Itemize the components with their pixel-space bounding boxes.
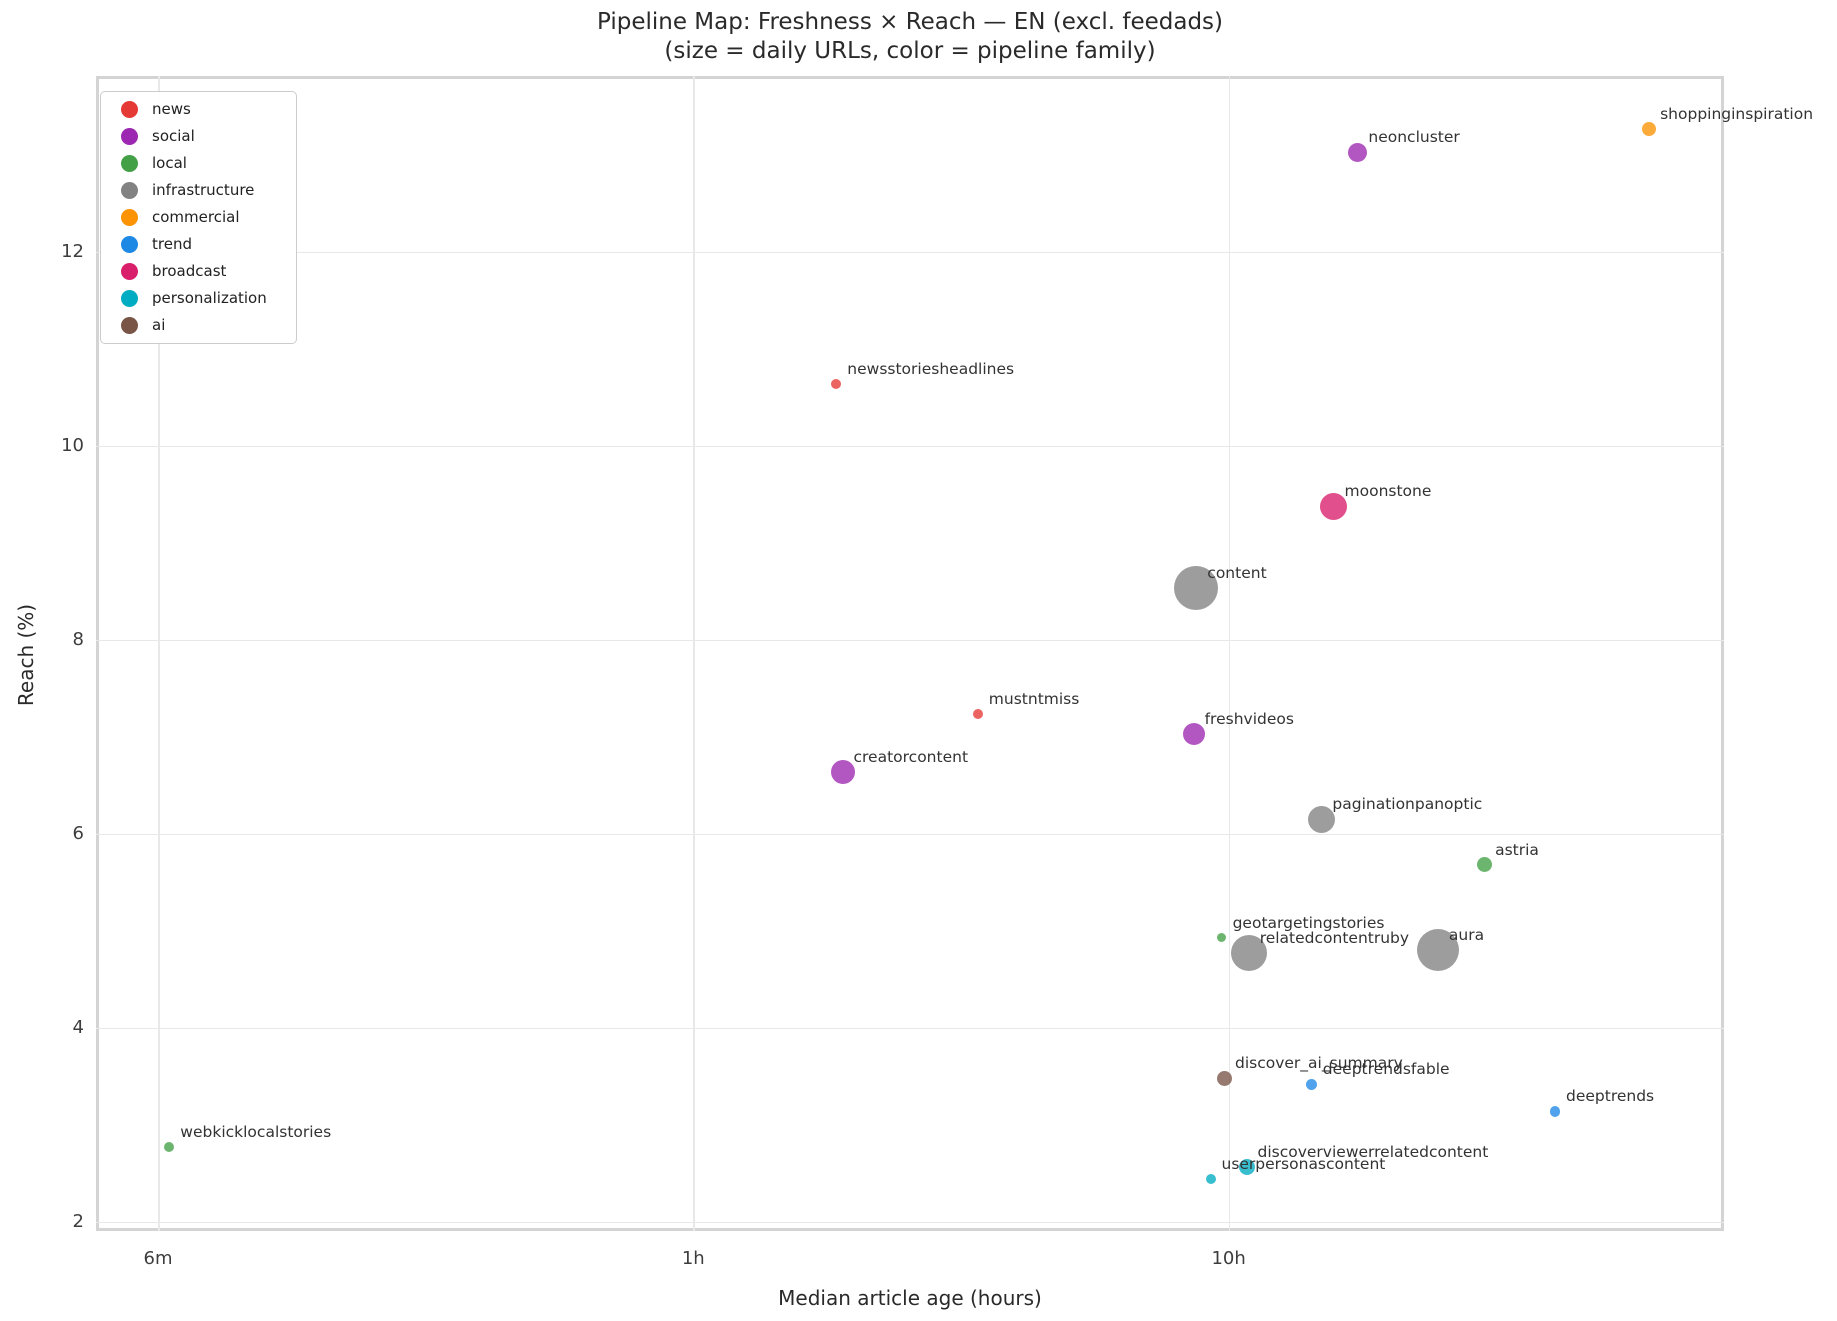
scatter-point-userpersonascontent	[1205, 1174, 1216, 1185]
point-label: neoncluster	[1368, 128, 1460, 146]
legend-swatch-icon	[121, 236, 138, 253]
legend-swatch-icon	[121, 155, 138, 172]
scatter-point-moonstone	[1320, 492, 1347, 520]
x-gridline	[158, 76, 160, 1231]
point-label: newsstoriesheadlines	[847, 359, 1015, 378]
point-label: mustntmiss	[988, 689, 1080, 708]
x-tick-label: 10h	[1211, 1248, 1246, 1269]
y-axis-label: Reach (%)	[14, 603, 38, 707]
legend-label: commercial	[152, 208, 240, 226]
y-gridline	[96, 1027, 1724, 1030]
point-label: freshvideos	[1204, 710, 1294, 728]
plot-area	[96, 76, 1724, 1231]
y-tick-label: 2	[72, 1210, 84, 1232]
legend-box: news social local infrastructure commercial t…	[100, 91, 297, 344]
legend-item-trend: trend	[101, 231, 296, 258]
point-label: astria	[1495, 840, 1539, 859]
point-label: shoppinginspiration	[1660, 104, 1814, 123]
point-label: deeptrendsfable	[1322, 1060, 1450, 1079]
point-label: webkicklocalstories	[180, 1123, 332, 1142]
legend-item-local: local	[101, 150, 296, 177]
x-axis-label: Median article age (hours)	[778, 1286, 1042, 1310]
chart-subtitle: (size = daily URLs, color = pipeline fam…	[664, 38, 1156, 64]
point-label: deeptrends	[1566, 1087, 1655, 1106]
scatter-point-creatorcontent	[830, 759, 855, 784]
legend-label: news	[152, 100, 191, 118]
scatter-point-discover_ai_summary	[1216, 1070, 1232, 1086]
y-gridline	[96, 445, 1724, 448]
x-tick-label: 1h	[681, 1248, 705, 1269]
chart-title: Pipeline Map: Freshness × Reach — EN (ex…	[596, 9, 1224, 35]
scatter-point-mustntmiss	[972, 708, 983, 719]
legend-item-commercial: commercial	[101, 204, 296, 231]
legend-label: ai	[152, 316, 166, 334]
y-gridline	[96, 833, 1724, 836]
scatter-point-webkicklocalstories	[164, 1142, 175, 1153]
scatter-point-relatedcontentruby	[1230, 935, 1267, 972]
legend-swatch-icon	[121, 128, 138, 145]
scatter-point-content	[1174, 565, 1219, 610]
scatter-point-aura	[1416, 929, 1459, 972]
scatter-point-deeptrendsfable	[1306, 1078, 1318, 1090]
legend-swatch-icon	[121, 101, 138, 118]
scatter-point-paginationpanoptic	[1307, 805, 1335, 833]
legend-item-infrastructure: infrastructure	[101, 177, 296, 204]
point-label: relatedcontentruby	[1259, 929, 1410, 948]
scatter-point-discoverviewerrelatedcontent	[1238, 1158, 1255, 1175]
legend-swatch-icon	[121, 209, 138, 226]
legend-swatch-icon	[121, 182, 138, 199]
scatter-point-freshvideos	[1182, 723, 1205, 745]
legend-item-news: news	[101, 96, 296, 123]
legend-swatch-icon	[121, 317, 138, 334]
x-tick-label: 6m	[143, 1248, 173, 1269]
point-label: discoverviewerrelatedcontent	[1257, 1142, 1489, 1161]
point-label: moonstone	[1344, 482, 1432, 501]
point-label: geotargetingstories	[1232, 913, 1385, 932]
legend-label: social	[152, 127, 195, 145]
y-gridline	[96, 1221, 1724, 1224]
y-gridline	[96, 251, 1724, 254]
y-tick-label: 4	[72, 1016, 84, 1038]
chart-title-block: Pipeline Map: Freshness × Reach — EN (ex…	[96, 8, 1724, 66]
x-gridline	[693, 76, 695, 1231]
legend-item-social: social	[101, 123, 296, 150]
y-gridline	[96, 639, 1724, 642]
legend-label: local	[152, 154, 187, 172]
legend-label: broadcast	[152, 262, 227, 280]
legend-item-broadcast: broadcast	[101, 258, 296, 285]
scatter-point-deeptrends	[1549, 1106, 1561, 1117]
y-tick-label: 10	[61, 434, 84, 456]
legend-label: trend	[152, 235, 192, 253]
y-tick-label: 8	[72, 628, 84, 650]
point-label: discover_ai_summary	[1235, 1054, 1403, 1073]
scatter-point-shoppinginspiration	[1642, 121, 1657, 136]
y-tick-label: 12	[61, 240, 84, 262]
legend-label: personalization	[152, 289, 267, 307]
y-tick-label: 6	[72, 822, 84, 844]
scatter-point-newsstoriesheadlines	[831, 378, 842, 389]
scatter-point-geotargetingstories	[1217, 933, 1227, 943]
scatter-point-neoncluster	[1347, 142, 1367, 162]
scatter-point-astria	[1476, 857, 1492, 873]
legend-label: infrastructure	[152, 181, 255, 199]
legend-item-personalization: personalization	[101, 285, 296, 312]
point-label: aura	[1448, 926, 1485, 945]
point-label: userpersonascontent	[1221, 1155, 1386, 1174]
legend-item-ai: ai	[101, 312, 296, 339]
point-label: content	[1207, 563, 1267, 582]
point-label: creatorcontent	[853, 747, 969, 766]
point-label: paginationpanoptic	[1332, 795, 1483, 814]
legend-swatch-icon	[121, 263, 138, 280]
x-gridline	[1228, 76, 1231, 1231]
legend-swatch-icon	[121, 290, 138, 307]
